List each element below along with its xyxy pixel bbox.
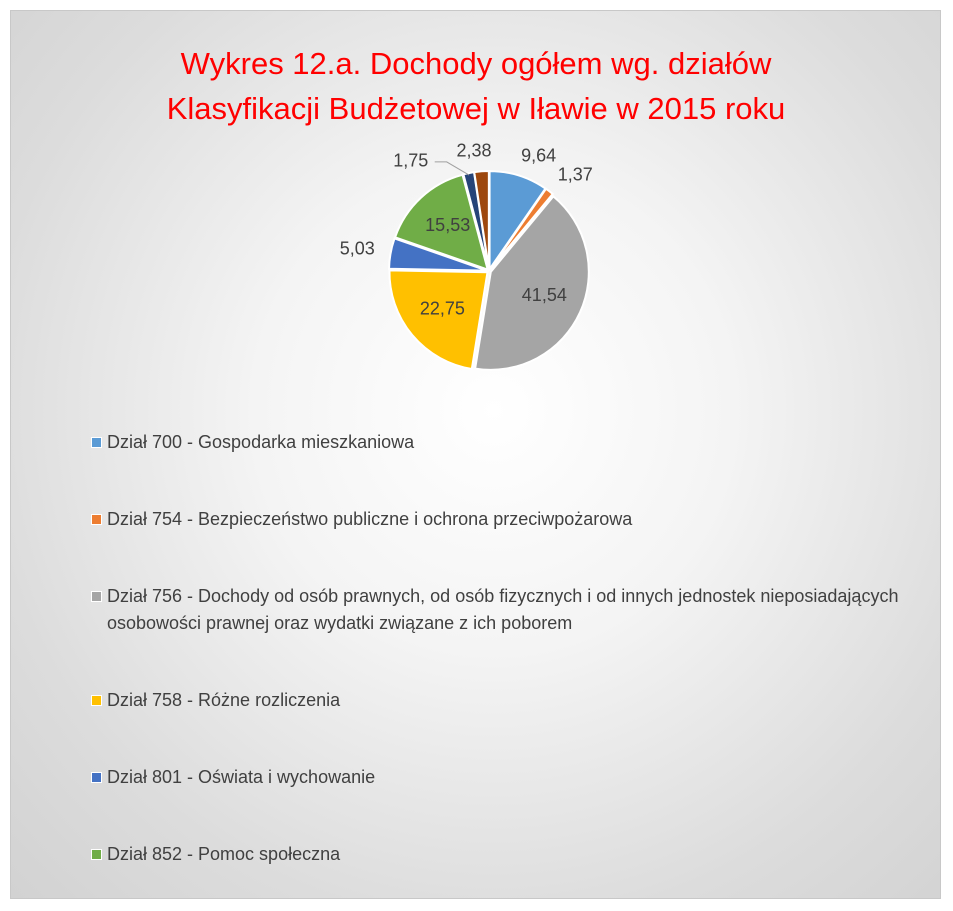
legend-item: Dział 801 - Oświata i wychowanie — [91, 764, 921, 791]
legend-label: Dział 852 - Pomoc społeczna — [107, 844, 341, 864]
legend-swatch — [91, 591, 102, 602]
legend-item: Dział 700 - Gospodarka mieszkaniowa — [91, 429, 921, 456]
leader-line — [434, 161, 470, 176]
chart-title: Wykres 12.a. Dochody ogółem wg. działów … — [166, 46, 786, 126]
data-label: 1,75 — [393, 151, 428, 171]
pie-slice — [393, 173, 490, 272]
pie-slice — [474, 194, 590, 371]
legend-label: Dział 758 - Różne rozliczenia — [107, 690, 341, 710]
data-label: 9,64 — [521, 146, 556, 166]
legend-swatch — [91, 437, 102, 448]
legend-label: Dział 756 - Dochody od osób prawnych, od… — [107, 586, 899, 633]
legend-item: Dział 754 - Bezpieczeństwo publiczne i o… — [91, 506, 921, 533]
chart: Wykres 12.a. Dochody ogółem wg. działów … — [10, 10, 941, 899]
data-label: 22,75 — [420, 299, 465, 319]
pie-slice — [473, 170, 490, 270]
data-label: 5,03 — [340, 239, 375, 259]
legend-swatch — [91, 514, 102, 525]
legend-item: Dział 756 - Dochody od osób prawnych, od… — [91, 583, 921, 637]
legend-label: Dział 801 - Oświata i wychowanie — [107, 767, 376, 787]
pie-slice — [489, 187, 555, 271]
legend-swatch — [91, 772, 102, 783]
legend: Dział 700 - Gospodarka mieszkaniowa Dział… — [91, 429, 921, 911]
data-label: 1,37 — [558, 164, 593, 184]
legend-swatch — [91, 695, 102, 706]
data-label: 15,53 — [425, 215, 470, 235]
data-label: 2,38 — [457, 141, 492, 161]
pie-slice — [388, 269, 489, 371]
pie-area: 9,641,37 41,54 22,75 5,03 15,53 1,75 2,38 — [340, 141, 593, 371]
legend-swatch — [91, 849, 102, 860]
data-label: 41,54 — [522, 285, 567, 305]
legend-item: Dział 852 - Pomoc społeczna — [91, 841, 921, 868]
legend-label: Dział 700 - Gospodarka mieszkaniowa — [107, 432, 415, 452]
pie-slice — [388, 237, 488, 272]
legend-item: Dział 758 - Różne rozliczenia — [91, 687, 921, 714]
legend-label: Dział 754 - Bezpieczeństwo publiczne i o… — [107, 509, 633, 529]
